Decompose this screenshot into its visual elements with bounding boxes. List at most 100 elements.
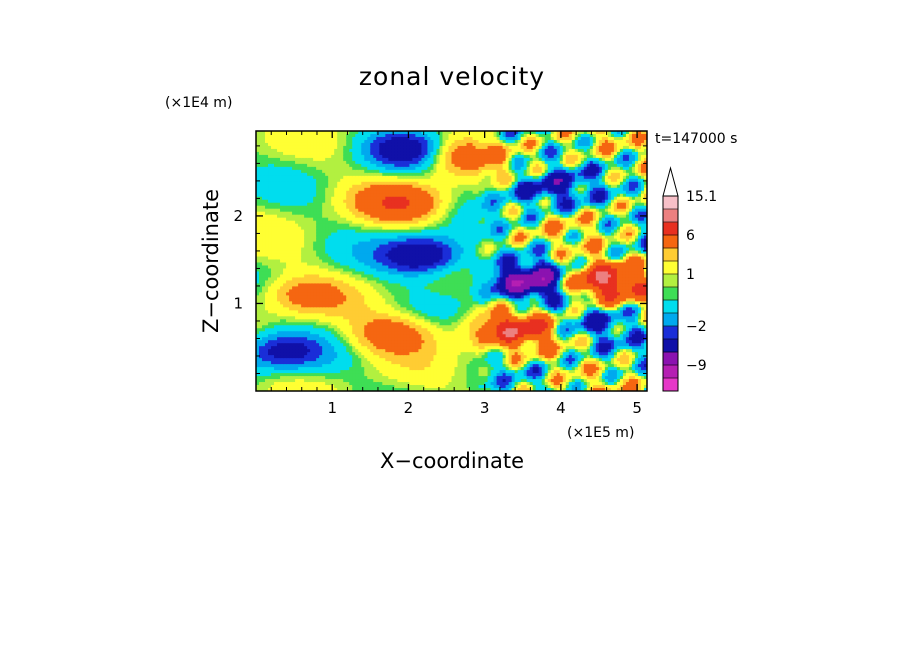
field-cell	[379, 211, 383, 216]
field-cell	[337, 220, 341, 225]
field-cell	[397, 328, 401, 332]
field-cell	[316, 223, 320, 228]
field-cell	[421, 202, 426, 207]
field-cell	[304, 151, 308, 156]
field-cell	[331, 271, 335, 276]
field-cell	[367, 283, 371, 287]
field-cell	[337, 199, 341, 204]
field-cell	[379, 226, 383, 231]
field-cell	[292, 262, 296, 267]
field-cell	[391, 160, 395, 165]
field-cell	[259, 259, 263, 264]
field-cell	[358, 226, 362, 231]
field-cell	[337, 214, 341, 219]
field-cell	[274, 187, 278, 192]
field-cell	[295, 280, 299, 285]
field-cell	[307, 277, 311, 282]
field-cell	[289, 199, 293, 204]
field-cell	[376, 151, 380, 156]
field-cell	[256, 190, 260, 195]
field-cell	[262, 307, 266, 311]
field-cell	[340, 253, 344, 258]
field-cell	[385, 133, 389, 138]
field-cell	[427, 214, 432, 219]
field-cell	[262, 385, 266, 389]
field-cell	[400, 220, 404, 225]
field-cell	[295, 313, 299, 317]
field-cell	[424, 232, 429, 237]
field-cell	[352, 184, 356, 189]
field-cell	[388, 154, 392, 159]
field-cell	[412, 217, 417, 222]
field-cell	[322, 142, 326, 147]
field-cell	[256, 307, 260, 311]
field-cell	[376, 229, 380, 234]
field-cell	[421, 139, 426, 144]
field-cell	[259, 289, 263, 293]
field-cell	[316, 316, 320, 320]
field-cell	[343, 337, 347, 341]
field-cell	[292, 349, 296, 353]
field-cell	[268, 355, 272, 359]
field-cell	[373, 202, 377, 207]
field-cell	[316, 304, 320, 308]
field-cell	[358, 355, 362, 359]
field-cell	[367, 316, 371, 320]
field-cell	[268, 265, 272, 270]
field-cell	[352, 376, 356, 380]
field-cell	[313, 253, 317, 258]
field-cell	[304, 340, 308, 344]
field-cell	[301, 334, 305, 338]
field-cell	[409, 358, 413, 362]
field-cell	[340, 328, 344, 332]
field-cell	[352, 373, 356, 377]
field-cell	[322, 262, 326, 267]
field-cell	[271, 160, 275, 165]
field-cell	[346, 361, 350, 365]
field-cell	[349, 232, 353, 237]
field-cell	[304, 187, 308, 192]
field-cell	[382, 265, 386, 270]
field-cell	[322, 202, 326, 207]
field-cell	[265, 268, 269, 273]
field-cell	[367, 229, 371, 234]
field-cell	[265, 131, 269, 135]
field-cell	[358, 181, 362, 186]
field-cell	[370, 175, 374, 180]
field-cell	[397, 343, 401, 347]
field-cell	[340, 358, 344, 362]
field-cell	[280, 154, 284, 159]
field-cell	[319, 136, 323, 141]
field-cell	[355, 142, 359, 147]
field-cell	[325, 181, 329, 186]
field-cell	[262, 370, 266, 374]
field-cell	[283, 136, 287, 141]
field-cell	[412, 343, 417, 347]
field-cell	[361, 199, 365, 204]
field-cell	[355, 205, 359, 210]
field-cell	[352, 151, 356, 156]
field-cell	[334, 343, 338, 347]
field-cell	[280, 223, 284, 228]
plot-area: 1 2 3 4 512	[233, 130, 648, 417]
field-cell	[376, 376, 380, 380]
field-cell	[328, 331, 332, 335]
field-cell	[397, 217, 401, 222]
field-cell	[322, 352, 326, 356]
field-cell	[259, 334, 263, 338]
field-cell	[292, 280, 296, 285]
field-cell	[307, 286, 311, 290]
field-cell	[268, 295, 272, 299]
field-cell	[355, 325, 359, 329]
field-cell	[307, 346, 311, 350]
field-cell	[256, 274, 260, 279]
field-cell	[421, 376, 426, 380]
field-cell	[346, 223, 350, 228]
field-cell	[388, 358, 392, 362]
field-cell	[304, 172, 308, 177]
field-cell	[367, 337, 371, 341]
field-cell	[280, 244, 284, 249]
field-cell	[295, 322, 299, 326]
field-cell	[316, 172, 320, 177]
field-cell	[322, 229, 326, 234]
